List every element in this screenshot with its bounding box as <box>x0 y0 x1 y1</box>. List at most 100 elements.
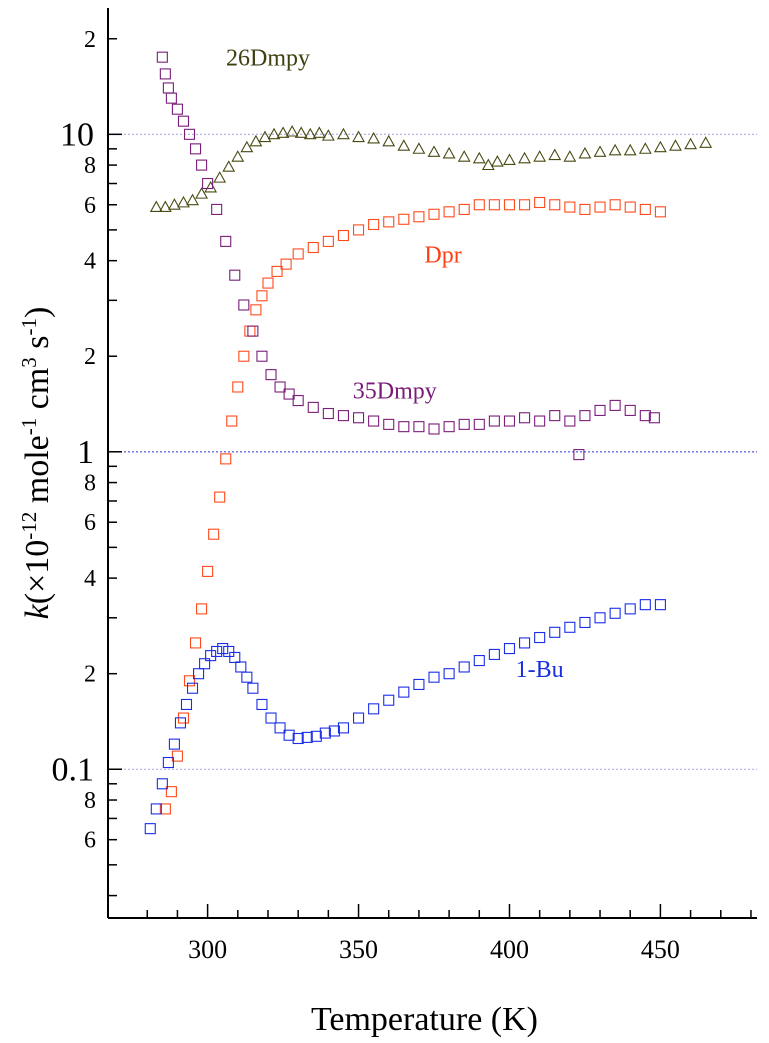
data-point <box>413 678 425 690</box>
data-point <box>609 199 621 211</box>
y-axis-title-part: (×10 <box>19 540 56 605</box>
data-point <box>337 722 350 734</box>
data-point <box>624 603 636 615</box>
data-point <box>337 410 350 422</box>
data-point <box>220 453 232 465</box>
data-point <box>503 153 516 165</box>
data-point <box>159 803 171 815</box>
data-point <box>638 142 652 154</box>
data-point <box>165 786 177 798</box>
y-tick-label-minor: 4 <box>84 249 96 275</box>
data-point <box>458 661 470 673</box>
data-point <box>162 756 174 769</box>
data-point <box>235 661 247 673</box>
data-point <box>337 127 350 140</box>
data-point <box>276 126 290 138</box>
y-axis-title-part: ) <box>19 307 56 318</box>
data-point <box>534 631 546 644</box>
data-point <box>548 148 562 161</box>
data-point <box>241 671 253 683</box>
data-point <box>383 694 395 706</box>
series-35dmpy-group <box>156 51 660 461</box>
data-point <box>573 449 585 461</box>
y-axis-title-sup: -12 <box>17 512 41 540</box>
series-dpr-group <box>159 196 666 815</box>
data-point <box>533 150 547 162</box>
data-point <box>244 325 256 337</box>
data-point <box>265 712 277 724</box>
data-point <box>457 150 471 162</box>
data-point <box>458 418 470 430</box>
x-tick-label: 450 <box>641 935 680 964</box>
data-point <box>594 404 606 416</box>
data-point <box>458 203 470 215</box>
data-point <box>193 668 205 680</box>
axes <box>107 8 757 919</box>
y-tick-label-minor: 6 <box>84 828 96 854</box>
data-point <box>594 201 606 213</box>
y-axis-title-sup: -1 <box>17 418 41 436</box>
data-point <box>223 645 235 658</box>
data-point <box>639 410 651 422</box>
x-axis-title: Temperature (K) <box>311 1001 538 1038</box>
data-point <box>321 129 335 141</box>
data-point <box>202 565 214 577</box>
series-label: 26Dmpy <box>226 45 310 71</box>
data-point <box>205 650 217 662</box>
data-point <box>382 134 396 147</box>
data-point <box>211 203 223 215</box>
data-point <box>368 703 380 715</box>
data-point <box>518 151 532 164</box>
data-point <box>177 195 190 208</box>
x-tick-label: 350 <box>339 935 378 964</box>
data-point <box>247 325 259 337</box>
data-point <box>267 127 281 140</box>
data-point <box>699 136 713 148</box>
y-axis-title-sup: 3 <box>17 357 41 368</box>
data-point <box>624 404 636 416</box>
y-axis-title-part: s <box>19 335 56 357</box>
data-point <box>312 126 326 138</box>
data-point <box>229 269 241 281</box>
data-point <box>165 92 177 104</box>
data-point <box>443 421 455 433</box>
y-tick-label-decade: 0.1 <box>52 751 95 788</box>
data-point <box>271 265 283 277</box>
data-point <box>398 421 410 433</box>
data-point <box>534 415 546 427</box>
data-point <box>608 143 622 156</box>
data-point <box>250 304 262 316</box>
y-tick-label-minor: 8 <box>84 788 96 814</box>
data-point <box>328 725 340 737</box>
data-point <box>473 418 485 430</box>
data-point <box>368 218 380 231</box>
data-point <box>238 350 250 362</box>
data-point <box>639 203 651 215</box>
x-tick-label: 400 <box>490 935 529 964</box>
data-point <box>186 682 199 694</box>
data-point <box>579 203 591 215</box>
y-axis-title-part: cm <box>19 368 56 418</box>
data-point <box>337 229 350 242</box>
data-point <box>247 682 259 694</box>
data-point <box>503 643 516 655</box>
data-point <box>162 82 174 94</box>
data-point <box>639 599 651 611</box>
data-point <box>292 248 304 260</box>
data-point <box>413 211 425 223</box>
data-point <box>428 671 440 683</box>
y-tick-label-minor: 2 <box>84 344 96 370</box>
data-point <box>412 142 426 154</box>
data-point <box>398 213 410 225</box>
data-point <box>397 139 411 151</box>
data-point <box>226 415 238 427</box>
data-point <box>283 388 295 400</box>
data-point <box>624 201 636 213</box>
data-point <box>258 130 272 143</box>
y-axis-title-var: k <box>19 603 56 619</box>
data-point <box>171 750 183 762</box>
series-label: 35Dmpy <box>353 379 437 405</box>
data-point <box>593 145 607 157</box>
plot-data <box>144 51 713 835</box>
